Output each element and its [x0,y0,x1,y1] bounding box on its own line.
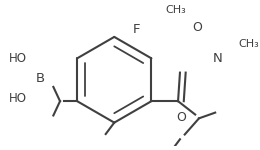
Text: B: B [35,72,44,85]
Text: O: O [176,111,186,124]
Text: CH₃: CH₃ [166,5,187,15]
Text: HO: HO [9,52,27,65]
Text: O: O [192,21,202,34]
Text: F: F [132,23,140,36]
Text: CH₃: CH₃ [238,39,259,49]
Text: HO: HO [9,92,27,105]
Text: N: N [212,52,222,65]
